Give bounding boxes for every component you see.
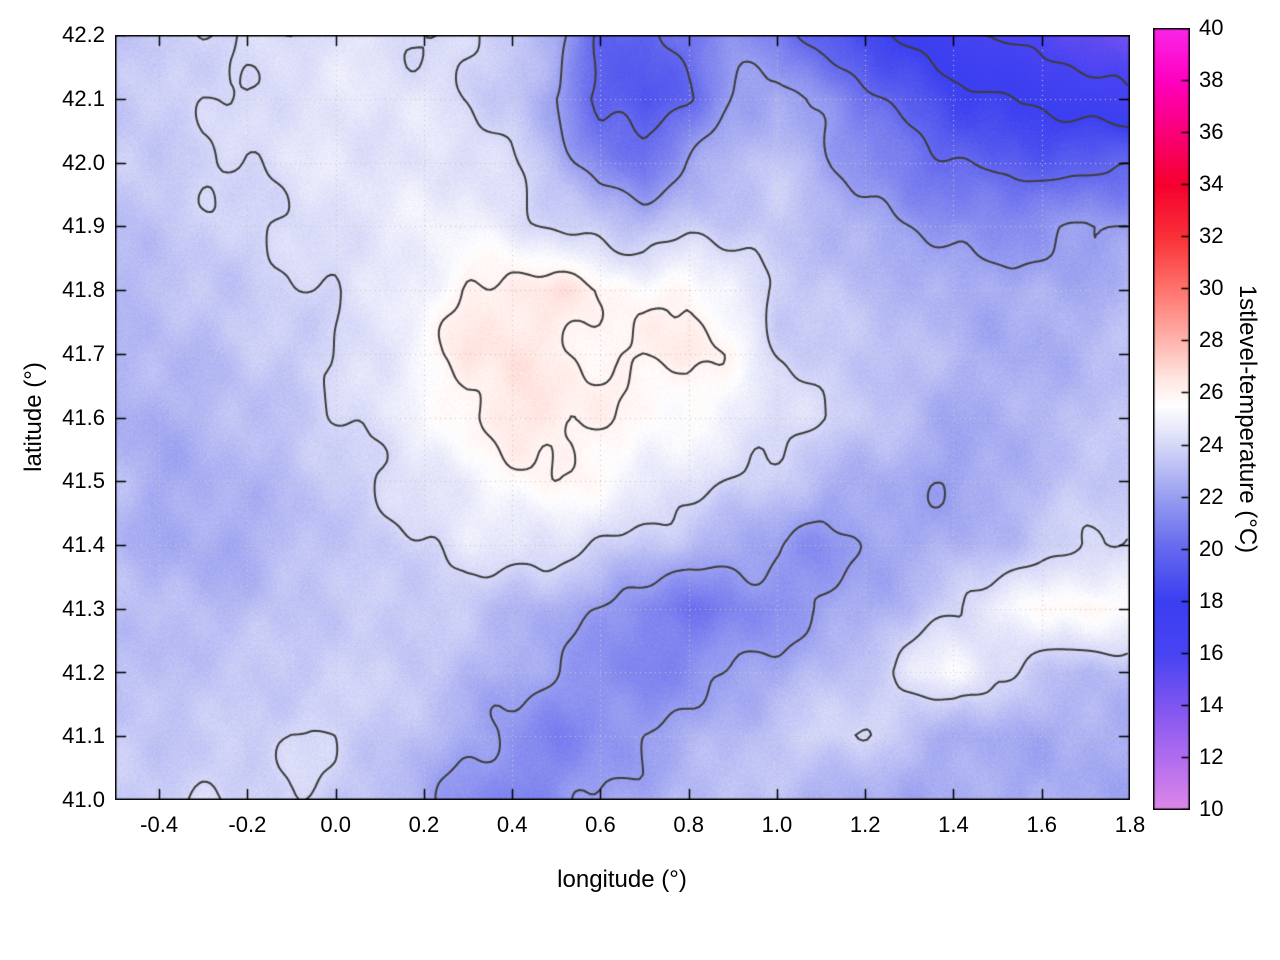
colorbar-tick-label: 36: [1199, 119, 1224, 145]
y-tick-label: 42.1: [62, 85, 105, 111]
x-tick-label: 1.8: [1114, 812, 1146, 837]
x-tick-label: 1.0: [761, 812, 793, 837]
colorbar-label: 1stlevel-temperature (°C): [1234, 284, 1261, 554]
y-tick-label: 42.2: [62, 22, 105, 47]
y-axis-label: latitude (°): [20, 362, 47, 472]
y-tick-label: 41.9: [62, 213, 105, 239]
x-tick-label: 1.2: [849, 812, 881, 837]
y-tick-label: 41.5: [62, 468, 105, 494]
heatmap-plot-area: [115, 35, 1130, 800]
x-axis-label: longitude (°): [557, 866, 687, 893]
colorbar-tick-label: 14: [1199, 691, 1224, 717]
x-tick-label: 0.8: [673, 812, 704, 837]
y-tick-label: 41.6: [62, 404, 105, 430]
colorbar-tick-label: 26: [1199, 379, 1224, 405]
y-tick-label: 41.8: [62, 277, 105, 302]
x-tick-label: -0.2: [228, 812, 267, 837]
y-tick-label: 41.3: [62, 595, 105, 621]
x-tick-label: 1.6: [1026, 812, 1058, 837]
x-tick-label: 0.6: [585, 812, 616, 837]
y-tick-label: 41.0: [62, 787, 105, 812]
colorbar-tick-label: 22: [1199, 483, 1224, 509]
x-tick-label: 0.2: [408, 812, 440, 837]
colorbar-tick-label: 32: [1199, 223, 1224, 249]
y-tick-label: 41.4: [62, 532, 105, 557]
x-tick-label: 1.4: [938, 812, 969, 837]
y-tick-label: 41.7: [62, 340, 105, 366]
y-tick-label: 41.1: [62, 723, 105, 749]
colorbar-tick-label: 40: [1199, 15, 1224, 40]
colorbar-tick-label: 24: [1199, 431, 1224, 457]
colorbar-tick-label: 28: [1199, 327, 1224, 353]
colorbar: [1153, 28, 1190, 810]
x-tick-label: -0.4: [140, 812, 179, 837]
x-tick-label: 0.4: [496, 812, 528, 837]
colorbar-tick-label: 16: [1199, 639, 1224, 665]
colorbar-tick-label: 20: [1199, 535, 1224, 561]
colorbar-tick-label: 30: [1199, 275, 1224, 301]
y-tick-label: 42.0: [62, 149, 105, 175]
colorbar-tick-label: 10: [1199, 796, 1224, 821]
x-tick-label: 0.0: [320, 812, 351, 837]
colorbar-tick-label: 34: [1199, 171, 1224, 197]
colorbar-tick-label: 38: [1199, 67, 1224, 93]
y-tick-label: 41.2: [62, 659, 105, 685]
colorbar-tick-label: 12: [1199, 743, 1224, 769]
colorbar-tick-label: 18: [1199, 587, 1224, 613]
